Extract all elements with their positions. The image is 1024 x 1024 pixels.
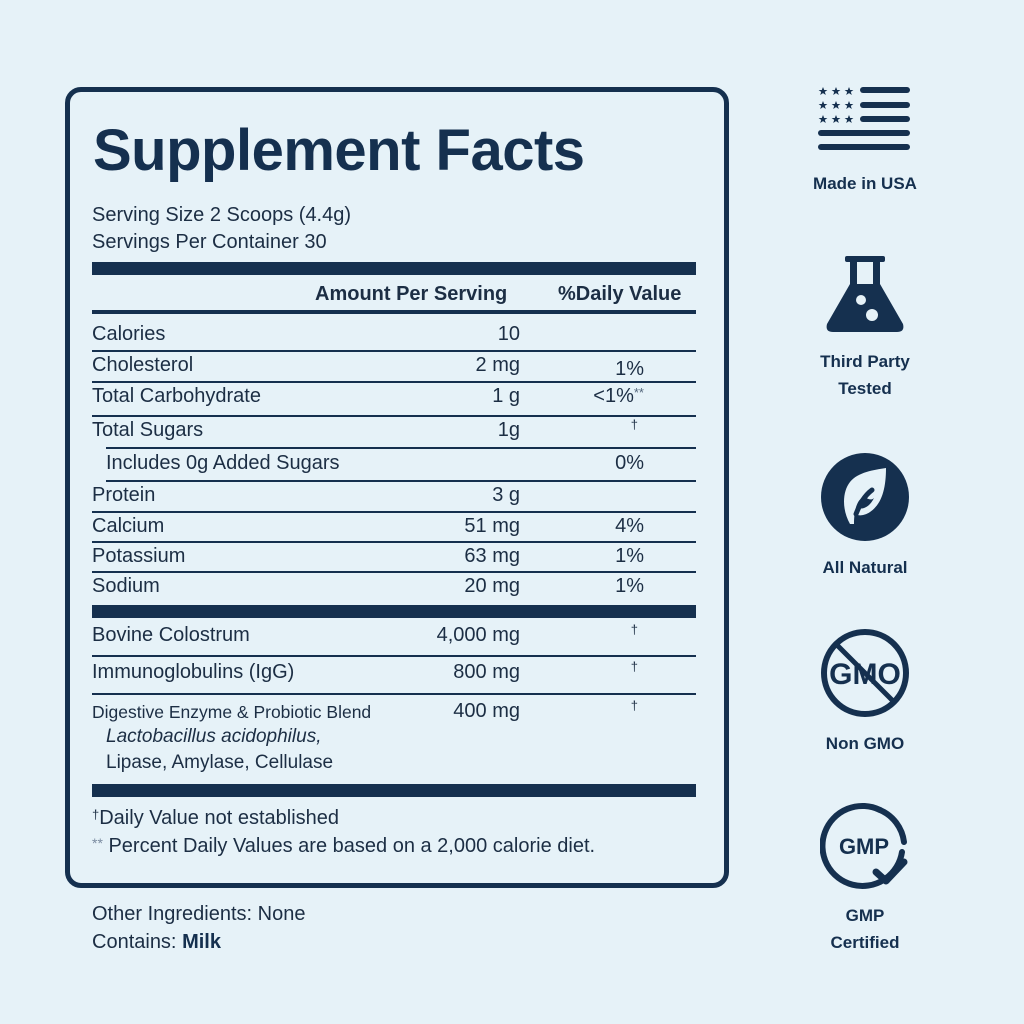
nutrient-name: Cholesterol bbox=[92, 354, 194, 376]
row-rule bbox=[92, 511, 696, 513]
badge-gmp-certified: GMP GMP Certified bbox=[800, 802, 930, 956]
divider-thick bbox=[92, 262, 696, 275]
nutrient-dv: 1% bbox=[615, 575, 644, 597]
ingredient-amount: 800 mg bbox=[453, 661, 520, 683]
badge-made-in-usa: Made in USA bbox=[800, 86, 930, 197]
nutrient-name: Total Sugars bbox=[92, 419, 204, 441]
badge-label: All Natural bbox=[822, 558, 908, 577]
divider-thick bbox=[92, 784, 696, 797]
servings-per-container: Servings Per Container 30 bbox=[92, 231, 327, 253]
serving-info: Serving Size 2 Scoops (4.4g) Servings Pe… bbox=[92, 202, 351, 256]
nutrient-amount: 10 bbox=[497, 323, 520, 345]
gmp-check-icon: GMP bbox=[820, 803, 908, 889]
stars-text: Percent Daily Values are based on a 2,00… bbox=[102, 835, 596, 857]
column-header-amount: Amount Per Serving bbox=[315, 283, 508, 305]
badge-non-gmo: GMO Non GMO bbox=[800, 628, 930, 757]
badge-label: Certified bbox=[830, 933, 900, 952]
badge-all-natural: All Natural bbox=[800, 452, 930, 581]
row-rule bbox=[92, 415, 696, 417]
contains-value: Milk bbox=[182, 931, 221, 953]
badge-label: Tested bbox=[838, 379, 892, 398]
contains-label: Contains: bbox=[92, 931, 183, 953]
divider-header bbox=[92, 310, 696, 314]
ingredient-name: Immunoglobulins (IgG) bbox=[92, 661, 295, 683]
badge-label: Non GMO bbox=[825, 734, 905, 753]
dv-value: <1% bbox=[593, 385, 634, 407]
divider-thick bbox=[92, 605, 696, 618]
dagger-text: Daily Value not established bbox=[99, 807, 340, 829]
other-ingredients: Other Ingredients: None bbox=[92, 903, 306, 925]
row-rule bbox=[92, 381, 696, 383]
column-header-daily-value: %Daily Value bbox=[558, 283, 682, 305]
svg-text:GMP: GMP bbox=[839, 834, 889, 859]
badge-third-party-tested: Third Party Tested bbox=[800, 254, 930, 402]
nutrient-name: Sodium bbox=[92, 575, 160, 597]
nutrient-amount: 3 g bbox=[492, 484, 520, 506]
blend-component-enzymes: Lipase, Amylase, Cellulase bbox=[106, 752, 334, 773]
stars-mark: ** bbox=[92, 835, 103, 851]
nutrient-amount: 1g bbox=[497, 419, 520, 441]
ingredient-name: Bovine Colostrum bbox=[92, 624, 250, 646]
nutrient-dv: † bbox=[630, 417, 638, 432]
row-rule bbox=[92, 693, 696, 695]
nutrient-name: Includes 0g Added Sugars bbox=[106, 452, 340, 474]
nutrient-amount: 20 mg bbox=[464, 575, 520, 597]
nutrient-name: Calories bbox=[92, 323, 166, 345]
ingredient-amount: 400 mg bbox=[453, 700, 520, 722]
nutrient-amount: 63 mg bbox=[464, 545, 520, 567]
nutrient-dv: 1% bbox=[615, 545, 644, 567]
ingredient-amount: 4,000 mg bbox=[436, 624, 520, 646]
row-rule bbox=[92, 350, 696, 352]
no-gmo-icon: GMO bbox=[821, 629, 909, 717]
nutrient-amount: 2 mg bbox=[475, 354, 520, 376]
nutrient-dv: <1%** bbox=[593, 385, 644, 408]
row-rule bbox=[92, 541, 696, 543]
row-rule bbox=[106, 447, 696, 449]
nutrient-name: Potassium bbox=[92, 545, 186, 567]
nutrient-name: Total Carbohydrate bbox=[92, 385, 261, 407]
row-rule bbox=[92, 655, 696, 657]
blend-component-probiotic: Lactobacillus acidophilus, bbox=[106, 726, 322, 747]
flask-icon bbox=[826, 256, 904, 332]
badge-label: Third Party bbox=[820, 352, 910, 371]
nutrient-name: Calcium bbox=[92, 515, 165, 537]
nutrient-amount: 51 mg bbox=[464, 515, 520, 537]
footnote-dagger: †Daily Value not established bbox=[92, 807, 339, 830]
nutrient-amount: 1 g bbox=[492, 385, 520, 407]
ingredient-dv: † bbox=[630, 659, 638, 674]
leaf-icon bbox=[821, 453, 909, 541]
panel-title: Supplement Facts bbox=[93, 118, 585, 183]
ingredient-dv: † bbox=[630, 622, 638, 637]
dv-footnote-mark: ** bbox=[633, 385, 644, 400]
nutrient-dv: 0% bbox=[615, 452, 644, 474]
nutrient-name: Protein bbox=[92, 484, 156, 506]
badge-label: GMP bbox=[845, 906, 885, 925]
dagger-mark: † bbox=[92, 807, 100, 822]
ingredient-dv: † bbox=[630, 698, 638, 713]
nutrient-dv: 1% bbox=[615, 358, 644, 380]
ingredient-name: Digestive Enzyme & Probiotic Blend bbox=[92, 702, 372, 722]
serving-size: Serving Size 2 Scoops (4.4g) bbox=[92, 204, 352, 226]
nutrient-dv: 4% bbox=[615, 515, 644, 537]
row-rule bbox=[106, 480, 696, 482]
row-rule bbox=[92, 571, 696, 573]
contains-allergens: Contains: Milk bbox=[92, 931, 221, 954]
footnote-daily-values: ** Percent Daily Values are based on a 2… bbox=[92, 835, 595, 858]
supplement-facts-panel: Supplement Facts Serving Size 2 Scoops (… bbox=[65, 87, 729, 888]
badge-label: Made in USA bbox=[813, 174, 917, 193]
usa-flag-icon bbox=[818, 87, 910, 150]
